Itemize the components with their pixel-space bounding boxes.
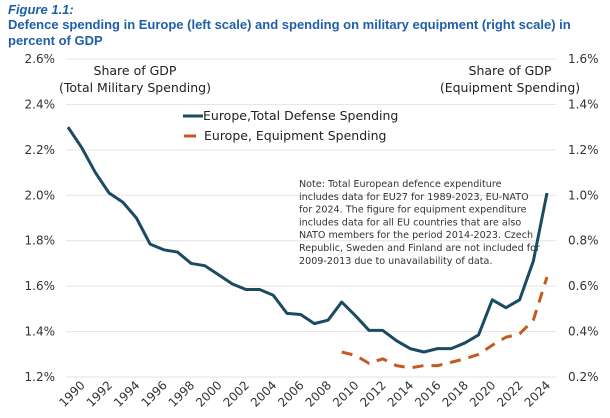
x-tick-label: 2002 <box>221 378 252 409</box>
note-line: includes data for all EU countries that … <box>299 217 521 228</box>
left-axis-title-line2: (Total Military Spending) <box>59 80 211 95</box>
right-axis-title-line1: Share of GDP <box>469 63 552 78</box>
left-tick-label: 2.6% <box>25 52 56 66</box>
note-line: 2009-2013 due to unavailability of data. <box>299 256 492 267</box>
gridlines <box>66 58 556 378</box>
right-tick-label: 1.4% <box>568 97 599 111</box>
left-axis-ticks: 1.2% 1.4% 1.6% 1.8% 2.0% 2.2% 2.4% 2.6% <box>25 52 56 384</box>
right-axis-ticks: 0.2% 0.4% 0.6% 0.8% 1.0% 1.2% 1.4% 1.6% <box>568 52 599 384</box>
x-tick-label: 1992 <box>84 378 115 409</box>
left-axis-title-line1: Share of GDP <box>94 63 177 78</box>
note-line: for 2024. The figure for equipment expen… <box>299 205 527 216</box>
legend-label-total: Europe,Total Defense Spending <box>203 108 398 123</box>
figure-label: Figure 1.1: <box>8 2 74 17</box>
x-tick-label: 1994 <box>111 378 142 409</box>
left-tick-label: 1.4% <box>25 325 56 339</box>
x-tick-label: 2008 <box>303 378 334 409</box>
x-tick-label: 2000 <box>193 378 224 409</box>
note-line: Note: Total European defence expenditure <box>299 179 502 190</box>
x-tick-label: 2024 <box>522 378 553 409</box>
series-lines <box>66 126 549 370</box>
note-line: Republic, Sweden and Finland are not inc… <box>299 243 540 254</box>
series-line-equipment <box>341 276 549 370</box>
x-tick-label: 2012 <box>357 378 388 409</box>
note-line: includes data for EU27 for 1989-2023, EU… <box>299 192 529 203</box>
left-tick-label: 1.2% <box>25 370 56 384</box>
x-tick-label: 2006 <box>275 378 306 409</box>
left-tick-label: 2.0% <box>25 188 56 202</box>
left-tick-label: 1.6% <box>25 279 56 293</box>
left-tick-label: 2.4% <box>25 97 56 111</box>
right-tick-label: 0.6% <box>568 279 599 293</box>
x-tick-label: 2020 <box>467 378 498 409</box>
right-tick-label: 1.0% <box>568 188 599 202</box>
note-line: NATO members for the period 2014-2023. C… <box>299 230 533 241</box>
right-tick-label: 0.8% <box>568 234 599 248</box>
x-axis-ticks: 1990199219941996199820002002200420062008… <box>56 378 553 409</box>
x-tick-label: 2014 <box>385 378 416 409</box>
x-tick-label: 1990 <box>56 378 87 409</box>
legend: Europe,Total Defense Spending Europe, Eq… <box>183 108 398 143</box>
x-tick-label: 1996 <box>138 378 169 409</box>
left-tick-label: 2.2% <box>25 143 56 157</box>
figure-title: Defence spending in Europe (left scale) … <box>8 17 571 48</box>
x-tick-label: 2022 <box>494 378 525 409</box>
annotation-note: Note: Total European defence expenditure… <box>299 179 540 267</box>
x-tick-label: 2018 <box>440 378 471 409</box>
series-line-total <box>66 126 549 354</box>
x-tick-label: 2016 <box>412 378 443 409</box>
x-tick-label: 2004 <box>248 378 279 409</box>
right-axis-title-line2: (Equipment Spending) <box>440 80 580 95</box>
right-tick-label: 0.4% <box>568 325 599 339</box>
right-tick-label: 0.2% <box>568 370 599 384</box>
x-tick-label: 2010 <box>330 378 361 409</box>
legend-label-equipment: Europe, Equipment Spending <box>204 128 386 143</box>
x-tick-label: 1998 <box>166 378 197 409</box>
left-tick-label: 1.8% <box>25 234 56 248</box>
right-tick-label: 1.6% <box>568 52 599 66</box>
right-tick-label: 1.2% <box>568 143 599 157</box>
